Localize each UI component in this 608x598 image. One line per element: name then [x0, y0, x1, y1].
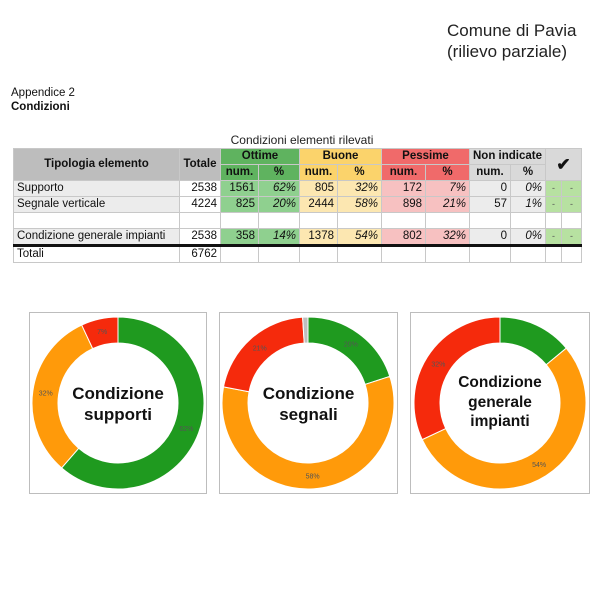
donut-slice-ottime — [307, 316, 391, 386]
row-pessime-pct: 7% — [425, 180, 470, 197]
donut-title-line: impianti — [470, 413, 530, 430]
row-pessime-pct: 21% — [425, 196, 470, 213]
row-label: Segnale verticale — [13, 196, 180, 213]
donut-title-segnali: Condizione segnali — [220, 383, 397, 425]
row-label: Supporto — [13, 180, 180, 197]
donut-slice-label: 20% — [344, 341, 358, 348]
header-pessime: Pessime — [381, 148, 470, 165]
row-ni-num: 0 — [469, 228, 511, 246]
donut-title-supporti: Condizione supporti — [30, 383, 206, 425]
table-caption: Condizioni elementi rilevati — [230, 133, 374, 147]
appendix-label: Appendice 2 — [11, 87, 75, 99]
table-row-empty — [13, 212, 583, 229]
header-ni-num: num. — [469, 164, 511, 181]
row-ni-num: 57 — [469, 196, 511, 213]
header-ni-pct: % — [509, 164, 547, 181]
row-buone-pct: 54% — [337, 228, 382, 246]
row-buone-pct: 32% — [337, 180, 382, 197]
donut-title-line: Condizione — [72, 384, 164, 403]
row-ottime-num: 1561 — [220, 180, 259, 197]
donut-slice-buone — [221, 375, 395, 490]
table-row: Condizione generale impianti 2538 358 14… — [13, 228, 583, 246]
donut-panel-segnali: 20% 58% 21% Condizione segnali — [219, 312, 398, 494]
donut-slice-label: 32% — [39, 390, 53, 397]
header-buone-pct: % — [337, 164, 382, 181]
row-pessime-num: 172 — [381, 180, 426, 197]
section-title: Condizioni — [11, 101, 70, 113]
donut-title-impianti: Condizione generale impianti — [411, 373, 589, 432]
donut-title-line: Condizione — [262, 384, 355, 403]
appendix-heading: Appendice 2 Condizioni — [11, 86, 75, 114]
row-buone-num: 805 — [299, 180, 338, 197]
row-check-2: - — [561, 228, 583, 246]
donut-slice-label: 58% — [306, 473, 320, 480]
donut-slice-non_indicate — [302, 316, 309, 344]
row-totale: 2538 — [179, 228, 221, 246]
conditions-table: Tipologia elemento Totale Ottime Buone P… — [13, 148, 583, 263]
donut-slice-label: 21% — [253, 346, 267, 353]
donut-title-line: segnali — [279, 405, 338, 424]
table-row: Segnale verticale 4224 825 20% 2444 58% … — [13, 196, 583, 213]
comune-title: Comune di Pavia — [447, 21, 577, 40]
totals-value: 6762 — [179, 244, 221, 263]
row-totale: 4224 — [179, 196, 221, 213]
donut-slice-pessime — [222, 316, 305, 393]
row-ottime-num: 825 — [220, 196, 259, 213]
donut-title-line: Condizione — [458, 374, 542, 391]
donut-panel-supporti: 62% 32% 7% Condizione supporti — [29, 312, 207, 494]
donut-slice-pessime — [81, 316, 119, 350]
header-buone: Buone — [299, 148, 382, 165]
header-buone-num: num. — [299, 164, 338, 181]
donut-slice-label: 54% — [532, 462, 546, 469]
comune-note: (rilievo parziale) — [447, 42, 567, 61]
donut-title-line: generale — [468, 393, 532, 411]
header-pessime-pct: % — [425, 164, 470, 181]
row-check-2: - — [561, 180, 583, 197]
row-buone-num: 2444 — [299, 196, 338, 213]
row-check-1: - — [545, 180, 563, 197]
row-ni-num: 0 — [469, 180, 511, 197]
row-ni-pct: 1% — [509, 196, 547, 213]
row-pessime-pct: 32% — [425, 228, 470, 246]
donut-slice-label: 32% — [431, 361, 445, 368]
header-tipologia: Tipologia elemento — [13, 148, 180, 181]
checkmark-icon: ✔ — [545, 148, 583, 181]
totals-label: Totali — [13, 244, 180, 263]
donut-slice-buone — [421, 347, 587, 490]
row-ni-pct: 0% — [509, 228, 547, 246]
donut-chart-segnali: 20% 58% 21% — [221, 316, 395, 490]
donut-slice-label: 7% — [97, 329, 107, 336]
table-row-totals: Totali 6762 — [13, 244, 583, 263]
header-totale: Totale — [179, 148, 221, 181]
donut-slice-label: 62% — [179, 426, 193, 433]
row-check-1: - — [545, 196, 563, 213]
row-ottime-num: 358 — [220, 228, 259, 246]
header-ottime-pct: % — [258, 164, 300, 181]
donut-slice-pessime — [413, 316, 501, 441]
document-header: Comune di Pavia (rilievo parziale) — [447, 20, 576, 62]
donut-chart-impianti: 54% 32% — [413, 316, 587, 490]
row-pessime-num: 802 — [381, 228, 426, 246]
donut-title-line: supporti — [84, 405, 152, 424]
header-non-indicate: Non indicate — [468, 148, 547, 165]
row-label: Condizione generale impianti — [13, 228, 180, 246]
row-buone-num: 1378 — [299, 228, 338, 246]
row-pessime-num: 898 — [381, 196, 426, 213]
row-buone-pct: 58% — [337, 196, 382, 213]
header-pessime-num: num. — [381, 164, 426, 181]
table-row: Supporto 2538 1561 62% 805 32% 172 7% 0 … — [13, 180, 583, 197]
row-check-2: - — [561, 196, 583, 213]
header-ottime: Ottime — [220, 148, 300, 165]
donut-panel-impianti: 54% 32% Condizione generale impianti — [410, 312, 590, 494]
row-totale: 2538 — [179, 180, 221, 197]
row-ottime-pct: 20% — [258, 196, 300, 213]
row-ottime-pct: 62% — [258, 180, 300, 197]
header-ottime-num: num. — [220, 164, 259, 181]
donut-chart-supporti: 62% 32% 7% — [31, 316, 205, 490]
row-ottime-pct: 14% — [258, 228, 300, 246]
row-check-1: - — [545, 228, 563, 246]
donut-slice-ottime — [60, 316, 205, 490]
row-ni-pct: 0% — [509, 180, 547, 197]
